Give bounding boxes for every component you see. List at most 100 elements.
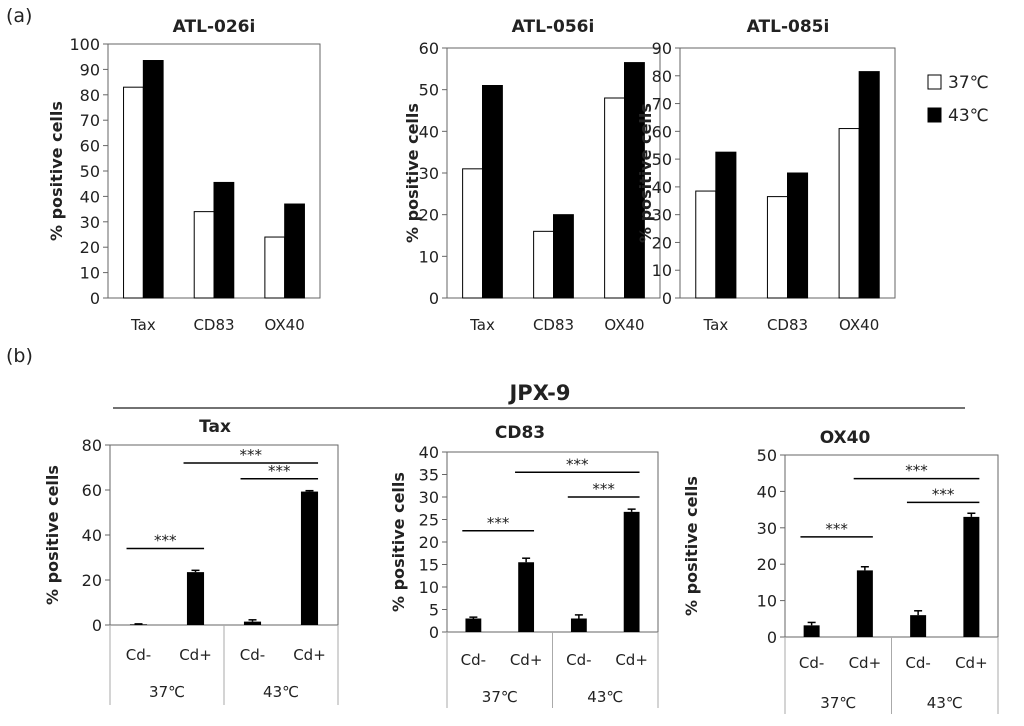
significance-label: *** — [240, 446, 263, 464]
chart-title: ATL-056i — [512, 17, 595, 37]
x-tick-label: CD83 — [533, 316, 574, 334]
y-tick-label: 40 — [757, 482, 777, 501]
legend-swatch-43 — [927, 107, 942, 123]
group-label: 43℃ — [263, 683, 299, 701]
y-tick-label: 30 — [419, 488, 439, 507]
x-tick-label: CD83 — [767, 316, 808, 334]
y-tick-label: 60 — [82, 481, 102, 500]
x-tick-label: Tax — [702, 316, 728, 334]
significance-label: *** — [566, 455, 589, 473]
y-tick-label: 80 — [80, 86, 100, 105]
y-tick-label: 0 — [662, 289, 672, 308]
y-tick-label: 10 — [419, 578, 439, 597]
x-tick-label: OX40 — [839, 316, 879, 334]
y-tick-label: 0 — [90, 289, 100, 308]
x-tick-label: CD83 — [193, 316, 234, 334]
group-label: 37℃ — [149, 683, 185, 701]
bar-ox40-37 — [838, 128, 860, 299]
x-tick-label: Cd+ — [179, 646, 212, 664]
y-tick-label: 10 — [80, 264, 100, 283]
chart-title: Tax — [199, 417, 231, 437]
y-tick-label: 10 — [652, 261, 672, 280]
bar-cd83-43 — [787, 172, 809, 299]
bar — [856, 570, 873, 637]
bar — [803, 625, 820, 637]
y-axis-label: % positive cells — [636, 103, 655, 243]
x-tick-label: Cd- — [799, 654, 824, 672]
chart-title: ATL-026i — [173, 17, 256, 37]
y-tick-label: 20 — [652, 233, 672, 252]
y-tick-label: 90 — [80, 60, 100, 79]
bar-tax-37 — [695, 190, 717, 299]
y-tick-label: 20 — [80, 238, 100, 257]
chart-atl-026i: ATL-026i % positive cells 0 10 20 30 40 50 60 70 8… — [47, 17, 321, 334]
bar — [300, 491, 319, 625]
y-tick-label: 0 — [92, 616, 102, 635]
panel-label-a: (a) — [6, 5, 32, 27]
legend-label-37: 37℃ — [948, 73, 989, 93]
y-tick-label: 0 — [767, 628, 777, 647]
x-tick-label: Cd- — [240, 646, 265, 664]
bar-cd83-37 — [193, 211, 215, 299]
legend-label-43: 43℃ — [948, 106, 989, 126]
y-tick-label: 30 — [757, 519, 777, 538]
legend-swatch-37 — [927, 74, 942, 90]
y-axis-label: % positive cells — [403, 103, 422, 243]
y-tick-label: 50 — [80, 162, 100, 181]
chart-atl-085i: ATL-085i % positive cells 0 10 20 30 40 50 60 70 8… — [636, 17, 896, 334]
x-tick-label: Tax — [130, 316, 156, 334]
bar-cd83-37 — [766, 196, 789, 299]
x-tick-label: Cd+ — [293, 646, 326, 664]
y-axis-label: % positive cells — [389, 472, 408, 612]
y-tick-label: 20 — [419, 206, 439, 225]
chart-ox40: OX40 % positive cells 0 10 20 30 40 50 Cd- Cd+ Cd-… — [682, 428, 999, 714]
y-tick-label: 35 — [419, 466, 439, 485]
group-label: 37℃ — [482, 688, 518, 706]
y-tick-label: 20 — [757, 555, 777, 574]
y-tick-label: 60 — [652, 122, 672, 141]
y-tick-label: 90 — [652, 39, 672, 58]
x-tick-label: Cd- — [905, 654, 930, 672]
bar — [623, 511, 640, 632]
y-axis-label: % positive cells — [43, 465, 62, 605]
group-label: 43℃ — [927, 694, 963, 712]
significance-label: *** — [905, 462, 928, 480]
y-tick-label: 10 — [419, 247, 439, 266]
x-tick-label: Cd+ — [615, 651, 648, 669]
y-tick-label: 100 — [69, 35, 100, 54]
significance-label: *** — [487, 514, 510, 532]
bar-cd83-43 — [553, 214, 574, 299]
significance-label: *** — [825, 520, 848, 538]
y-tick-label: 50 — [652, 150, 672, 169]
bar-ox40-37 — [604, 97, 625, 299]
bar-tax-43 — [715, 151, 737, 299]
bar — [910, 615, 927, 637]
x-tick-label: Cd- — [126, 646, 151, 664]
y-tick-label: 50 — [419, 81, 439, 100]
y-tick-label: 70 — [652, 95, 672, 114]
bar-tax-43 — [142, 60, 164, 299]
chart-title: CD83 — [495, 423, 545, 443]
significance-label: *** — [154, 532, 177, 550]
bar-cd83-37 — [533, 230, 554, 299]
y-tick-label: 30 — [80, 213, 100, 232]
y-tick-label: 40 — [80, 187, 100, 206]
x-tick-label: OX40 — [265, 316, 305, 334]
chart-title: ATL-085i — [747, 17, 830, 37]
y-tick-label: 40 — [82, 526, 102, 545]
bar — [570, 618, 587, 632]
chart-tax: Tax % positive cells 0 20 40 60 80 Cd- Cd+ Cd- Cd+… — [43, 417, 339, 705]
significance-label: *** — [592, 480, 615, 498]
bar-ox40-37 — [264, 236, 286, 299]
x-tick-label: Cd+ — [510, 651, 543, 669]
chart-title: OX40 — [820, 428, 871, 448]
x-tick-label: Cd- — [566, 651, 591, 669]
y-tick-label: 20 — [82, 571, 102, 590]
y-tick-label: 0 — [429, 623, 439, 642]
legend: 37℃ 43℃ — [927, 73, 989, 126]
x-tick-label: OX40 — [604, 316, 644, 334]
group-title-b: JPX-9 — [507, 381, 570, 405]
bar — [465, 618, 482, 632]
x-tick-label: Cd- — [461, 651, 486, 669]
